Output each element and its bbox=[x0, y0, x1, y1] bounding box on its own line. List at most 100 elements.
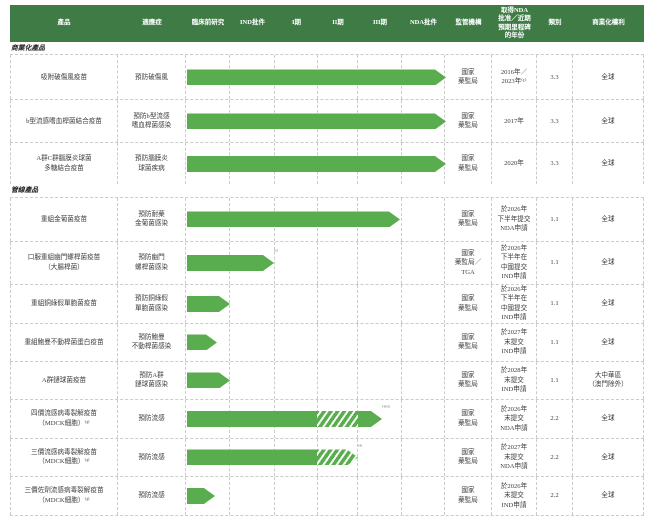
product-cell: b型流感嗜血桿菌結合疫苗 bbox=[10, 100, 118, 143]
progress-bar bbox=[187, 488, 215, 504]
milestone-cell: 2016年／ 2023年⁽¹⁾ bbox=[492, 55, 537, 100]
milestone-cell: 2020年 bbox=[492, 143, 537, 185]
progress-bar bbox=[187, 449, 358, 465]
stage-cell-nda bbox=[402, 476, 445, 515]
column-header-9: 取得NDA 批准／近期 預期里程碑 的年份 bbox=[498, 7, 531, 39]
product-cell: 重組銅綠假單胞菌疫苗 bbox=[10, 284, 118, 323]
milestone-cell: 於2026年 末提交 IND申請 bbox=[492, 476, 537, 515]
stage-cell-phase3 bbox=[358, 476, 402, 515]
stage-cell-phase1 bbox=[275, 284, 318, 323]
table-header: 產品 適應症 臨床前研究 IND批件 I期 II期 III期 NDA批件 監管機構 取得NDA 批… bbox=[10, 5, 644, 42]
table-row: 重組金葡菌疫苗 預防耐藥 金葡菌感染 國家 藥監局 於2026年 下半年提交 NDA申… bbox=[10, 196, 644, 241]
product-cell: 四價流感病毒裂解疫苗 （MDCK細胞）⁽³⁾ bbox=[10, 399, 118, 438]
indication-cell: 預防腦膜炎 球菌疾病 bbox=[118, 143, 186, 185]
stage-cell-nda bbox=[402, 241, 445, 284]
stage-cell-nda bbox=[402, 438, 445, 476]
table-row: 口服重組幽門螺桿菌疫苗 （大腸桿菌） 預防幽門 螺桿菌感染 國家 藥監局／ TGA 於… bbox=[10, 240, 644, 284]
regulator-cell: 國家 藥監局 bbox=[445, 361, 492, 399]
stage-cell-nda bbox=[402, 197, 445, 241]
stage-cell-ind bbox=[230, 476, 275, 515]
product-cell: 三價佐劑流感病毒裂解疫苗 （MDCK細胞）⁽³⁾ bbox=[10, 476, 118, 515]
column-header-8: 監管機構 bbox=[455, 19, 482, 27]
category-cell: 2.2 bbox=[537, 476, 573, 515]
column-header-10: 類別 bbox=[548, 19, 562, 27]
column-header-1: 適應症 bbox=[142, 19, 162, 27]
stage-cell-phase3 bbox=[358, 197, 402, 241]
regulator-cell: 國家 藥監局 bbox=[445, 438, 492, 476]
progress-bar bbox=[187, 69, 446, 85]
table-body: 商業化產品 吸附破傷風疫苗 預防破傷風 國家 藥監局 2016年／ 2023年⁽¹⁾ 3.… bbox=[10, 42, 644, 516]
milestone-cell: 於2027年 末提交 IND申請 bbox=[492, 323, 537, 361]
column-header-6: III期 bbox=[372, 19, 388, 27]
progress-bar bbox=[187, 113, 446, 129]
stage-cell-phase1 bbox=[275, 241, 318, 284]
rights-cell: 全球 bbox=[573, 284, 644, 323]
indication-cell: 預防破傷風 bbox=[118, 55, 186, 100]
regulator-cell: 國家 藥監局 bbox=[445, 399, 492, 438]
column-header-3: IND批件 bbox=[240, 19, 265, 27]
regulator-cell: 國家 藥監局 bbox=[445, 100, 492, 143]
column-header-0: 產品 bbox=[57, 19, 71, 27]
stage-cell-phase2 bbox=[318, 241, 358, 284]
rights-cell: 全球 bbox=[573, 323, 644, 361]
table-row: 重組銅綠假單胞菌疫苗 預防銅綠假 單胞菌感染 國家 藥監局 於2026年 下半年在 中… bbox=[10, 283, 644, 323]
milestone-cell: 於2026年 下半年在 中國提交 IND申請 bbox=[492, 241, 537, 284]
progress-bar bbox=[187, 372, 230, 388]
product-cell: 重組金葡菌疫苗 bbox=[10, 197, 118, 241]
indication-cell: 預防流感 bbox=[118, 399, 186, 438]
footnote-marker: ⁽⁴⁾ bbox=[358, 444, 363, 450]
regulator-cell: 國家 藥監局／ TGA bbox=[445, 241, 492, 284]
rights-cell: 全球 bbox=[573, 143, 644, 185]
stage-cell-preclinical bbox=[186, 323, 230, 361]
milestone-cell: 於2026年 下半年在 中國提交 IND申請 bbox=[492, 284, 537, 323]
indication-cell: 預防鮑曼 不動桿菌感染 bbox=[118, 323, 186, 361]
progress-bar bbox=[187, 255, 274, 271]
rights-cell: 大中華區 （澳門除外） bbox=[573, 361, 644, 399]
indication-cell: 預防銅綠假 單胞菌感染 bbox=[118, 284, 186, 323]
stage-cell-phase1 bbox=[275, 361, 318, 399]
milestone-cell: 於2027年 末提交 NDA申請 bbox=[492, 438, 537, 476]
regulator-cell: 國家 藥監局 bbox=[445, 284, 492, 323]
stage-cell-nda bbox=[402, 323, 445, 361]
category-cell: 1.1 bbox=[537, 361, 573, 399]
stage-cell-ind bbox=[230, 323, 275, 361]
stage-cell-phase1 bbox=[275, 476, 318, 515]
table-row: 重組鮑曼不動桿菌蛋白疫苗 預防鮑曼 不動桿菌感染 國家 藥監局 於2027年 末提交 … bbox=[10, 322, 644, 361]
progress-bar bbox=[187, 411, 382, 427]
product-cell: 三價流感病毒裂解疫苗 （MDCK細胞）⁽³⁾ bbox=[10, 438, 118, 476]
category-cell: 3.3 bbox=[537, 143, 573, 185]
indication-cell: 預防流感 bbox=[118, 438, 186, 476]
table-row: A群鏈球菌疫苗 預防A群 鏈球菌感染 國家 藥監局 於2028年 末提交 IND申請 1… bbox=[10, 360, 644, 399]
stage-cell-nda bbox=[402, 399, 445, 438]
rights-cell: 全球 bbox=[573, 399, 644, 438]
column-header-11: 商業化權利 bbox=[592, 19, 625, 27]
table-row: 三價佐劑流感病毒裂解疫苗 （MDCK細胞）⁽³⁾ 預防流感 國家 藥監局 於2026年… bbox=[10, 475, 644, 516]
hatched-segment bbox=[317, 449, 358, 465]
section: 管線產品 重組金葡菌疫苗 預防耐藥 金葡菌感染 國家 藥監局 於2026年 下半年提交 … bbox=[10, 184, 644, 516]
rights-cell: 全球 bbox=[573, 476, 644, 515]
stage-cell-phase3 bbox=[358, 323, 402, 361]
rights-cell: 全球 bbox=[573, 438, 644, 476]
stage-cell-phase3 bbox=[358, 399, 402, 438]
column-header-7: NDA批件 bbox=[409, 19, 438, 27]
milestone-cell: 2017年 bbox=[492, 100, 537, 143]
category-cell: 3.3 bbox=[537, 100, 573, 143]
indication-cell: 預防幽門 螺桿菌感染 bbox=[118, 241, 186, 284]
product-cell: 重組鮑曼不動桿菌蛋白疫苗 bbox=[10, 323, 118, 361]
category-cell: 2.2 bbox=[537, 399, 573, 438]
stage-cell-ind bbox=[230, 361, 275, 399]
footnote-marker: ⁽²⁾ bbox=[274, 250, 278, 256]
table-row: 三價流感病毒裂解疫苗 （MDCK細胞）⁽³⁾ 預防流感 國家 藥監局 於2027年 末… bbox=[10, 437, 644, 476]
stage-cell-phase2 bbox=[318, 323, 358, 361]
stage-cell-phase1 bbox=[275, 323, 318, 361]
rights-cell: 全球 bbox=[573, 197, 644, 241]
milestone-cell: 於2026年 末提交 NDA申請 bbox=[492, 399, 537, 438]
regulator-cell: 國家 藥監局 bbox=[445, 197, 492, 241]
table-row: A群C群腦膜炎球菌 多糖結合疫苗 預防腦膜炎 球菌疾病 國家 藥監局 2020年 3.3… bbox=[10, 142, 644, 185]
stage-cell-phase3 bbox=[358, 361, 402, 399]
column-header-5: II期 bbox=[332, 19, 344, 27]
product-cell: A群鏈球菌疫苗 bbox=[10, 361, 118, 399]
category-cell: 1.1 bbox=[537, 323, 573, 361]
product-cell: 吸附破傷風疫苗 bbox=[10, 55, 118, 100]
regulator-cell: 國家 藥監局 bbox=[445, 143, 492, 185]
